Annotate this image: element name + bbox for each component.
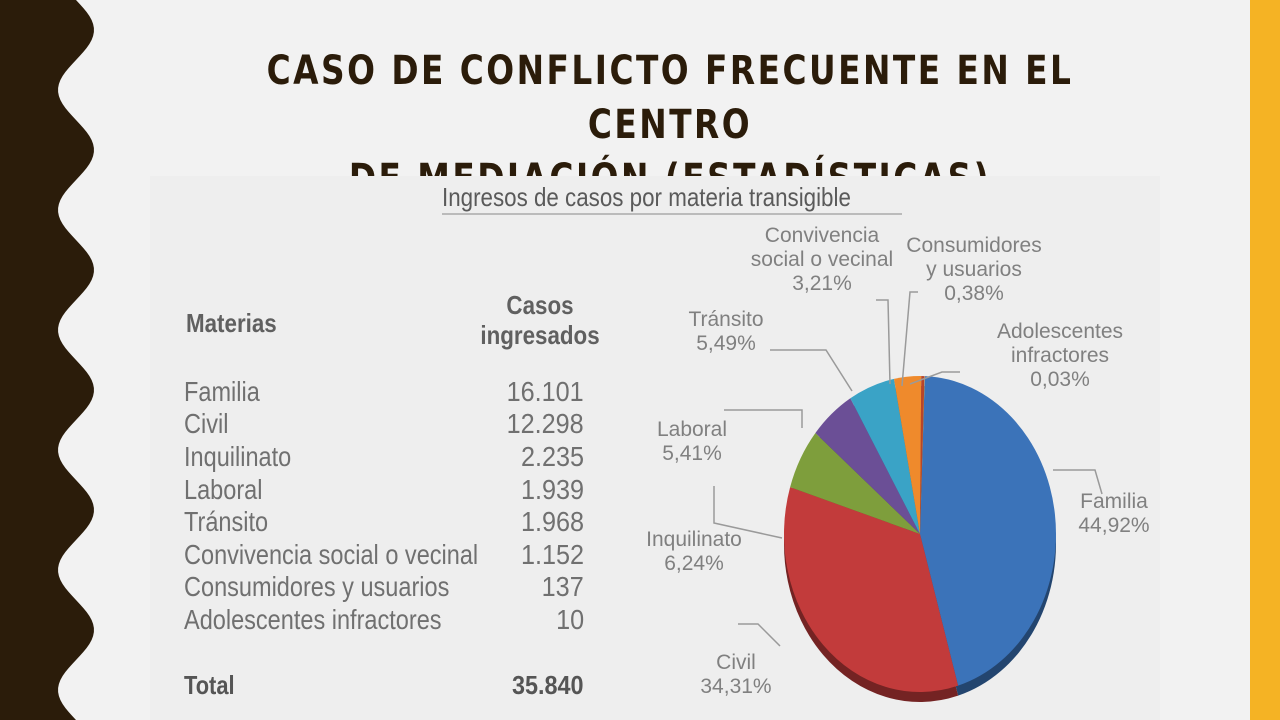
row-casos: 1.152 xyxy=(520,539,584,570)
pie-slice xyxy=(850,378,920,534)
table-row: Convivencia social o vecinal 1.152 xyxy=(184,539,584,571)
row-casos: 10 xyxy=(555,604,584,635)
slice-name-label: social o vecinal xyxy=(751,248,893,271)
slice-name-label: Convivencia xyxy=(765,224,880,247)
column-header-casos-line2: ingresados xyxy=(480,320,600,350)
slice-percent-label: 5,41% xyxy=(662,442,722,465)
slice-percent-label: 0,38% xyxy=(944,282,1004,305)
pie-slice xyxy=(783,487,959,693)
row-materia: Laboral xyxy=(184,474,263,505)
slice-name-label: Laboral xyxy=(657,418,727,441)
slice-name-label: Inquilinato xyxy=(646,528,742,551)
leader-line xyxy=(1053,469,1103,495)
row-casos: 12.298 xyxy=(506,408,584,439)
decorative-wavy-border xyxy=(0,0,94,720)
row-casos: 2.235 xyxy=(520,441,584,472)
row-materia: Adolescentes infractores xyxy=(184,604,442,635)
leader-line xyxy=(909,371,960,385)
leader-line xyxy=(770,349,853,392)
column-header-materias: Materias xyxy=(186,308,277,338)
table-row: Tránsito 1.968 xyxy=(184,506,584,538)
leader-line xyxy=(876,299,891,385)
table-row: Consumidores y usuarios 137 xyxy=(184,571,584,603)
row-materia: Tránsito xyxy=(184,506,269,537)
slice-percent-label: 5,49% xyxy=(696,332,756,355)
row-materia: Familia xyxy=(184,376,260,407)
accent-bar xyxy=(1250,0,1280,720)
leader-line xyxy=(713,486,783,539)
row-casos: 1.968 xyxy=(520,506,584,537)
pie-slice xyxy=(920,376,925,534)
pie-slice xyxy=(920,376,925,534)
table-row: Adolescentes infractores 10 xyxy=(184,604,584,636)
column-header-casos: Casos ingresados xyxy=(471,290,609,350)
row-casos: 137 xyxy=(541,571,584,602)
leader-line xyxy=(724,409,803,428)
row-materia: Inquilinato xyxy=(184,441,292,472)
slice-percent-label: 34,31% xyxy=(700,675,771,698)
slice-percent-label: 44,92% xyxy=(1078,514,1149,537)
leader-line xyxy=(901,291,918,387)
pie-slice xyxy=(920,376,1056,686)
table-row: Inquilinato 2.235 xyxy=(184,441,584,473)
pie-slice xyxy=(815,398,920,534)
slice-name-label: Civil xyxy=(716,651,756,674)
total-value: 35.840 xyxy=(512,670,584,700)
slice-name-label: Consumidores xyxy=(906,234,1041,257)
table-row: Familia 16.101 xyxy=(184,376,584,408)
slice-percent-label: 6,24% xyxy=(664,552,724,575)
slice-name-label: Adolescentes xyxy=(997,320,1123,343)
table-row: Laboral 1.939 xyxy=(184,474,584,506)
slice-name-label: y usuarios xyxy=(926,258,1022,281)
row-casos: 16.101 xyxy=(506,376,584,407)
row-materia: Convivencia social o vecinal xyxy=(184,539,479,570)
title-underline xyxy=(442,213,902,215)
total-row: Total 35.840 xyxy=(184,670,584,702)
row-materia: Consumidores y usuarios xyxy=(184,571,450,602)
slice-name-label: Familia xyxy=(1080,490,1148,513)
leader-line xyxy=(738,623,781,647)
total-label: Total xyxy=(184,670,235,700)
row-materia: Civil xyxy=(184,408,229,439)
row-casos: 1.939 xyxy=(520,474,584,505)
table-row: Civil 12.298 xyxy=(184,408,584,440)
slice-name-label: Tránsito xyxy=(688,308,763,331)
slice-percent-label: 0,03% xyxy=(1030,368,1090,391)
slice-percent-label: 3,21% xyxy=(792,272,852,295)
slice-name-label: infractores xyxy=(1011,344,1109,367)
statistics-figure: Ingresos de casos por materia transigibl… xyxy=(150,176,1160,720)
pie-slice xyxy=(790,433,920,534)
chart-title: Ingresos de casos por materia transigibl… xyxy=(442,182,851,212)
pie-slice xyxy=(893,376,922,534)
column-header-casos-line1: Casos xyxy=(506,290,574,320)
title-line-1: CASO DE CONFLICTO FRECUENTE EN EL CENTRO xyxy=(266,48,1074,148)
